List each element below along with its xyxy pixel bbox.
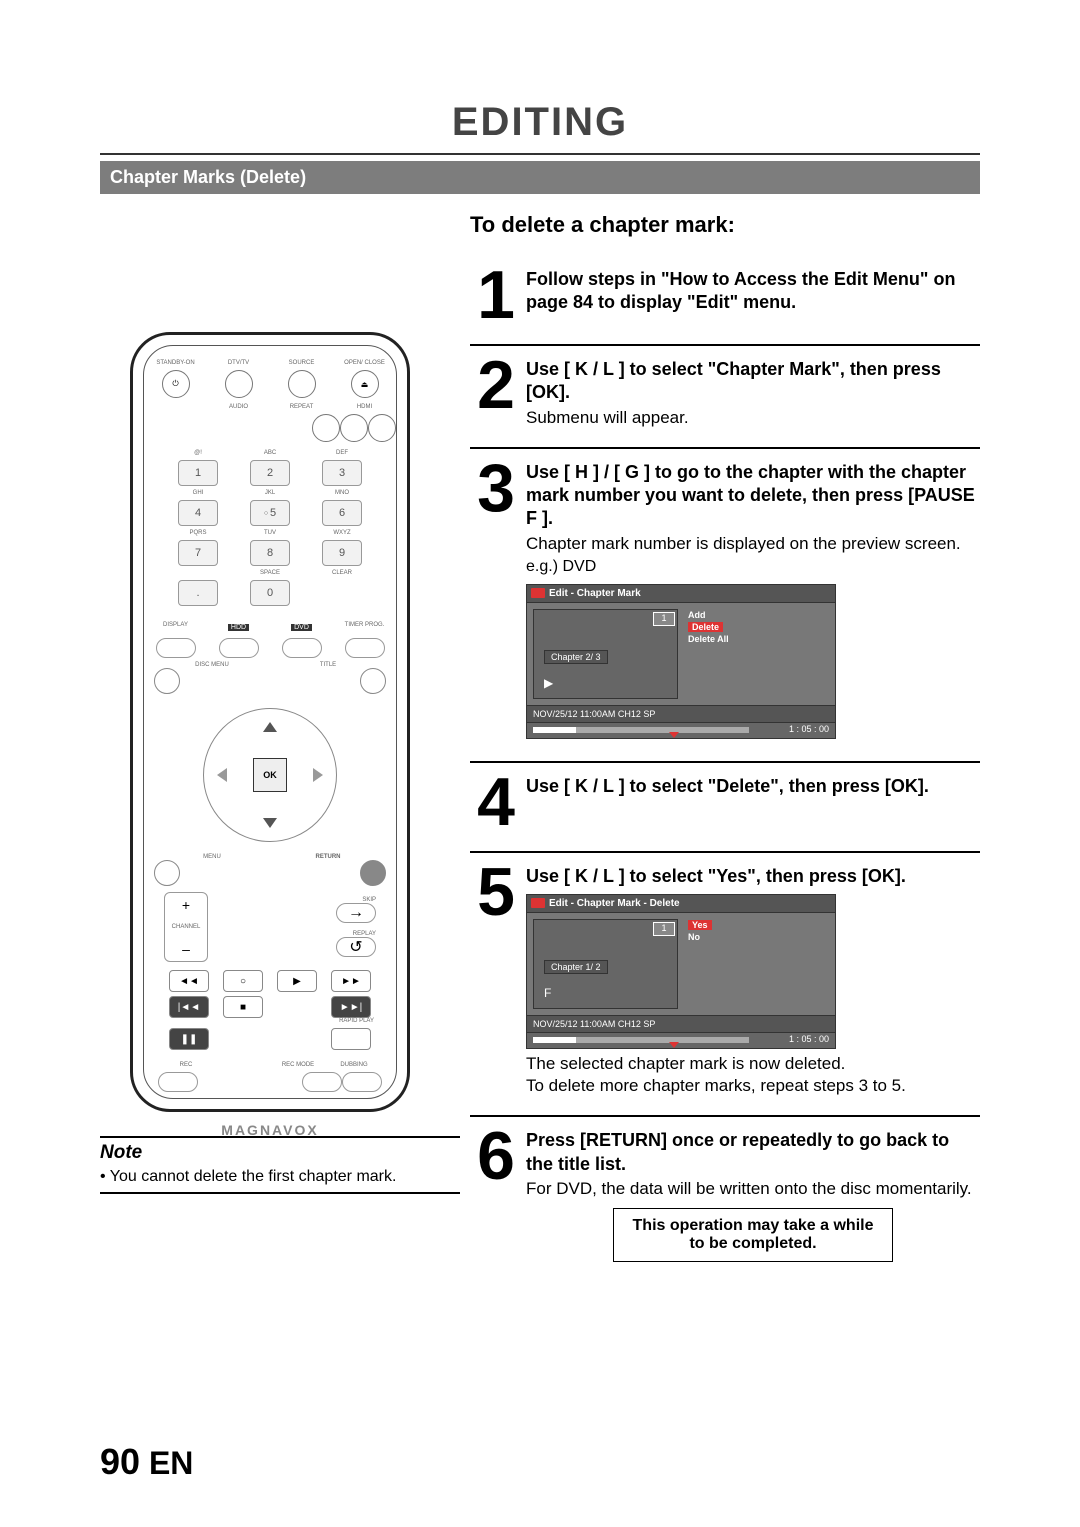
key-1[interactable]: 1 xyxy=(178,460,218,486)
lbl-hdmi: HDMI xyxy=(333,404,396,410)
rapid-button[interactable] xyxy=(331,1028,371,1050)
screen-2: Edit - Chapter Mark - Delete 1 Chapter 1… xyxy=(526,894,836,1049)
power-button[interactable]: ⏻ xyxy=(162,370,190,398)
subtitle: To delete a chapter mark: xyxy=(470,212,980,238)
next-button[interactable]: ►►| xyxy=(331,996,371,1018)
key-9[interactable]: 9 xyxy=(322,540,362,566)
lbl-dvd: DVD xyxy=(291,624,312,631)
recmode-button[interactable] xyxy=(302,1072,342,1092)
fwd-button[interactable]: ►► xyxy=(331,970,371,992)
disc-icon xyxy=(531,898,545,908)
page-title: EDITING xyxy=(100,100,980,145)
lbl-rapid: RAPID PLAY xyxy=(144,1018,396,1024)
step-num-3: 3 xyxy=(470,459,522,743)
key-5[interactable]: ○5 xyxy=(250,500,290,526)
step-2-text: Use [ K / L ] to select "Chapter Mark", … xyxy=(526,358,980,405)
page-footer: 90 EN xyxy=(100,1441,193,1483)
step-num-1: 1 xyxy=(470,266,522,326)
step-3-text: Use [ H ] / [ G ] to go to the chapter w… xyxy=(526,461,980,531)
title-button[interactable] xyxy=(360,668,386,694)
display-button[interactable] xyxy=(156,638,196,658)
step-5-text: Use [ K / L ] to select "Yes", then pres… xyxy=(526,865,980,888)
key-7[interactable]: 7 xyxy=(178,540,218,566)
lbl-hdd: HDD xyxy=(228,624,249,631)
note-title: Note xyxy=(100,1142,460,1164)
play-icon: ▶ xyxy=(544,676,553,690)
warning-box: This operation may take a while to be co… xyxy=(613,1208,893,1262)
stop-small-button[interactable]: ○ xyxy=(223,970,263,992)
key-0[interactable]: 0 xyxy=(250,580,290,606)
step-num-6: 6 xyxy=(470,1127,522,1262)
lbl-repeat: REPEAT xyxy=(270,404,333,410)
lbl-source: SOURCE xyxy=(270,360,333,366)
ok-button[interactable]: OK xyxy=(253,758,287,792)
step-5-after: The selected chapter mark is now deleted… xyxy=(526,1053,980,1097)
lbl-timer: TIMER PROG. xyxy=(333,622,396,628)
remote-illustration: STANDBY-ON DTV/TV SOURCE OPEN/ CLOSE ⏻ ⏏… xyxy=(130,332,410,1112)
title-rule xyxy=(100,153,980,155)
key-2[interactable]: 2 xyxy=(250,460,290,486)
repeat-button[interactable] xyxy=(340,414,368,442)
play-button[interactable]: ▶ xyxy=(277,970,317,992)
eject-button[interactable]: ⏏ xyxy=(351,370,379,398)
dvd-button[interactable] xyxy=(282,638,322,658)
return-button[interactable] xyxy=(360,860,386,886)
lbl-standby: STANDBY-ON xyxy=(144,360,207,366)
step-num-5: 5 xyxy=(470,863,522,1098)
step-4-text: Use [ K / L ] to select "Delete", then p… xyxy=(526,775,980,798)
lbl-title: TITLE xyxy=(270,662,386,668)
lbl-dtv: DTV/TV xyxy=(207,360,270,366)
key-dot[interactable]: . xyxy=(178,580,218,606)
timer-button[interactable] xyxy=(345,638,385,658)
note-item: • You cannot delete the first chapter ma… xyxy=(100,1168,460,1186)
source-button[interactable] xyxy=(288,370,316,398)
rec-button[interactable] xyxy=(158,1072,198,1092)
key-4[interactable]: 4 xyxy=(178,500,218,526)
key-6[interactable]: 6 xyxy=(322,500,362,526)
disc-icon xyxy=(531,588,545,598)
pause-symbol: F xyxy=(544,986,551,1000)
step-6-text: Press [RETURN] once or repeatedly to go … xyxy=(526,1129,980,1176)
replay-button[interactable]: ↺ xyxy=(336,937,376,957)
step-3-sub: Chapter mark number is displayed on the … xyxy=(526,533,980,555)
up-arrow-icon xyxy=(263,722,277,732)
dtv-button[interactable] xyxy=(225,370,253,398)
step-num-4: 4 xyxy=(470,773,522,833)
down-arrow-icon xyxy=(263,818,277,828)
prev-button[interactable]: |◄◄ xyxy=(169,996,209,1018)
key-8[interactable]: 8 xyxy=(250,540,290,566)
step-6-sub: For DVD, the data will be written onto t… xyxy=(526,1178,980,1200)
dpad[interactable]: OK xyxy=(195,700,345,850)
skip-button[interactable]: → xyxy=(336,903,376,923)
rewind-button[interactable]: ◄◄ xyxy=(169,970,209,992)
lbl-return: RETURN xyxy=(270,854,386,860)
dubbing-button[interactable] xyxy=(342,1072,382,1092)
disc-menu-button[interactable] xyxy=(154,668,180,694)
lbl-audio: AUDIO xyxy=(207,404,270,410)
lbl-menu: MENU xyxy=(154,854,270,860)
menu-button[interactable] xyxy=(154,860,180,886)
lbl-discmenu: DISC MENU xyxy=(154,662,270,668)
hdd-button[interactable] xyxy=(219,638,259,658)
step-3-eg: e.g.) DVD xyxy=(526,557,980,578)
channel-rocker[interactable]: + CHANNEL – xyxy=(164,892,208,962)
lbl-display: DISPLAY xyxy=(144,622,207,628)
section-bar: Chapter Marks (Delete) xyxy=(100,161,980,194)
right-arrow-icon xyxy=(313,768,323,782)
step-num-2: 2 xyxy=(470,356,522,429)
screen-1: Edit - Chapter Mark 1 Chapter 2/ 3 ▶ Add… xyxy=(526,584,836,739)
left-arrow-icon xyxy=(217,768,227,782)
hdmi-button[interactable] xyxy=(368,414,396,442)
audio-button[interactable] xyxy=(312,414,340,442)
step-2-sub: Submenu will appear. xyxy=(526,407,980,429)
note-region: Note • You cannot delete the first chapt… xyxy=(100,1136,460,1194)
stop-button[interactable]: ■ xyxy=(223,996,263,1018)
brand-logo: MAGNAVOX xyxy=(144,1122,396,1138)
pause-button[interactable]: ❚❚ xyxy=(169,1028,209,1050)
lbl-open: OPEN/ CLOSE xyxy=(333,360,396,366)
step-1-text: Follow steps in "How to Access the Edit … xyxy=(526,268,980,315)
key-3[interactable]: 3 xyxy=(322,460,362,486)
